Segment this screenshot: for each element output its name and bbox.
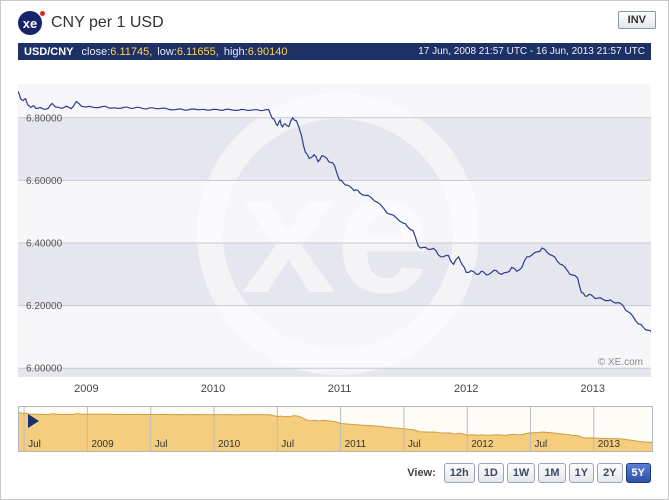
- svg-text:© XE.com: © XE.com: [598, 357, 643, 368]
- svg-text:Jul: Jul: [281, 439, 294, 450]
- date-range: 17 Jun, 2008 21:57 UTC - 16 Jun, 2013 21…: [418, 46, 645, 57]
- registered-mark-icon: [40, 11, 45, 16]
- navigator-chart[interactable]: Jul 2009 Jul 2010 Jul 2011 Jul 2012 Jul 2013: [18, 406, 653, 452]
- range-button-1m[interactable]: 1M: [538, 463, 566, 483]
- svg-text:6.40000: 6.40000: [26, 239, 63, 250]
- svg-text:2010: 2010: [218, 439, 241, 450]
- svg-text:Jul: Jul: [155, 439, 168, 450]
- range-button-1y[interactable]: 1Y: [568, 463, 595, 483]
- currency-pair: USD/CNY: [24, 45, 74, 58]
- view-label: View:: [407, 467, 436, 479]
- svg-text:2012: 2012: [471, 439, 494, 450]
- svg-text:2011: 2011: [328, 383, 352, 395]
- high-label: high:: [223, 45, 248, 58]
- svg-text:Jul: Jul: [535, 439, 548, 450]
- svg-text:2009: 2009: [91, 439, 114, 450]
- range-button-2y[interactable]: 2Y: [597, 463, 623, 483]
- svg-text:2012: 2012: [454, 383, 478, 395]
- range-button-1d[interactable]: 1D: [477, 463, 504, 483]
- page-title: CNY per 1 USD: [51, 14, 164, 31]
- range-button-5y[interactable]: 5Y: [625, 463, 651, 483]
- high-value: 6.90140: [247, 45, 288, 58]
- navigator-area: Jul 2009 Jul 2010 Jul 2011 Jul 2012 Jul 2013: [18, 406, 653, 452]
- svg-text:6.00000: 6.00000: [26, 364, 63, 375]
- xe-logo-text: xe: [22, 15, 38, 31]
- view-controls: View: 12h 1D 1W 1M 1Y 2Y 5Y: [18, 463, 651, 483]
- close-label: close:: [81, 45, 111, 58]
- invert-button[interactable]: INV: [617, 11, 656, 29]
- svg-text:2013: 2013: [598, 439, 621, 450]
- svg-text:Jul: Jul: [28, 439, 41, 450]
- svg-text:2009: 2009: [74, 383, 98, 395]
- svg-text:6.80000: 6.80000: [26, 113, 63, 124]
- chart-info-bar: USD/CNY close:6.11745, low:6.11655, high:6.…: [18, 43, 651, 60]
- svg-text:6.60000: 6.60000: [26, 176, 63, 187]
- main-chart-area: xe 6.00000 6.20000 6.40000 6.60000 6.80000 200…: [18, 84, 651, 399]
- svg-text:2011: 2011: [345, 439, 367, 450]
- svg-text:xe: xe: [241, 139, 430, 329]
- svg-text:Jul: Jul: [408, 439, 421, 450]
- range-button-1w[interactable]: 1W: [506, 463, 536, 483]
- header: xe CNY per 1 USD INV: [1, 1, 668, 43]
- low-label: low:: [157, 45, 177, 58]
- main-chart: xe 6.00000 6.20000 6.40000 6.60000 6.80000 200…: [18, 84, 651, 395]
- close-value: 6.11745,: [110, 45, 153, 58]
- svg-text:2013: 2013: [581, 383, 605, 395]
- svg-text:6.20000: 6.20000: [26, 301, 63, 312]
- svg-text:2010: 2010: [201, 383, 225, 395]
- range-button-12h[interactable]: 12h: [443, 463, 475, 483]
- stats: USD/CNY close:6.11745, low:6.11655, high:6.…: [24, 46, 292, 58]
- low-value: 6.11655,: [176, 45, 219, 58]
- xe-logo: xe: [18, 11, 45, 35]
